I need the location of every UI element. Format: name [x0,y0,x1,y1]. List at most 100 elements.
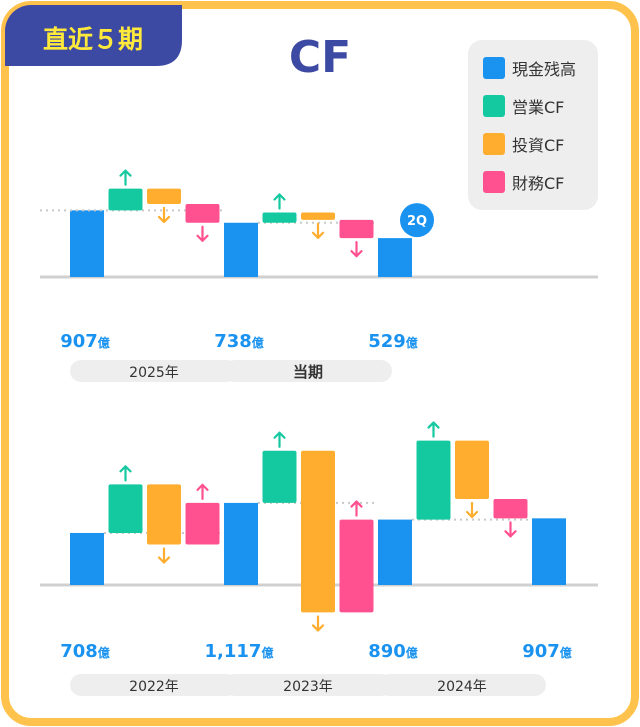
c1-period-pill-1 [224,360,392,382]
c2-cash-value-unit-1: 億 [261,645,273,660]
legend-swatch-operating [483,95,505,117]
c2-investing-down-arrow-0 [157,547,171,564]
c2-financing-bar-1 [339,519,374,613]
c2-financing-bar-2 [493,499,528,519]
c2-cash-value-label-1: 1,117億 [205,641,274,662]
c1-cash-value-number-2: 529 [368,331,406,352]
legend-swatch-cash [483,57,505,79]
c2-operating-up-arrow-0 [119,465,132,482]
c2-operating-up-arrow-1 [273,431,286,448]
legend-label-operating: 営業CF [512,98,564,117]
c1-investing-down-arrow-1-head [311,231,325,239]
c2-period-pill-1 [224,674,392,696]
c1-financing-down-arrow-1-head [350,250,363,258]
c1-cash-value-unit-1: 億 [252,335,264,350]
c1-financing-down-arrow-0 [196,225,209,242]
c2-financing-up-arrow-1-head [350,500,363,508]
c1-cash-value-label-1: 738億 [214,331,264,352]
c1-cash-bar-1 [224,222,258,277]
c2-operating-bar-2 [416,440,451,520]
c2-cash-value-label-3: 907億 [522,641,572,662]
chart-title: CF [289,32,351,83]
c2-period-label-0: 2022年 [129,679,179,695]
c1-cash-value-unit-0: 億 [98,335,110,350]
c1-operating-bar-0 [108,188,143,211]
c1-financing-down-arrow-0-head [196,234,209,242]
c1-operating-bar-1 [262,212,297,223]
c2-cash-value-unit-0: 億 [98,645,110,660]
c2-financing-down-arrow-2-head [504,530,517,538]
c1-2q-badge-label: 2Q [407,214,427,229]
c1-investing-bar-1 [301,212,335,220]
period-badge-label: 直近５期 [43,25,143,54]
c2-investing-down-arrow-0-head [157,556,171,564]
c2-operating-up-arrow-0-head [119,465,132,473]
c1-operating-up-arrow-1-head [273,193,286,201]
c2-period-pill-2 [378,674,546,696]
c2-period-pill-0 [70,674,238,696]
c1-operating-up-arrow-0-head [119,169,132,177]
c1-investing-down-arrow-0-head [157,215,171,224]
legend-label-financing: 財務CF [512,174,564,193]
c1-financing-down-arrow-1 [350,241,363,258]
c1-investing-down-arrow-1 [311,222,325,239]
c1-cash-bar-0 [70,210,104,277]
c1-period-label-1: 当期 [293,363,323,381]
c2-investing-bar-1 [301,450,335,613]
c2-cash-bar-3 [532,518,566,585]
c2-cash-bar-0 [70,532,104,585]
c2-financing-up-arrow-0-head [196,483,209,492]
c2-investing-down-arrow-1-head [311,624,325,632]
c2-cash-value-label-0: 708億 [60,641,110,662]
legend-label-cash: 現金残高 [512,60,576,79]
c1-operating-up-arrow-0 [119,169,132,186]
c1-2q-badge [400,203,434,238]
c1-investing-down-arrow-0 [157,206,171,224]
c1-period-pill-0 [70,360,238,382]
c1-cash-bar-2 [378,238,412,277]
c2-investing-bar-2 [455,440,489,500]
c1-operating-up-arrow-1 [273,193,286,210]
legend-label-investing: 投資CF [512,136,564,155]
legend: 現金残高 営業CF 投資CF 財務CF [468,40,598,210]
c1-financing-bar-1 [339,219,374,239]
c1-financing-bar-0 [185,203,220,223]
c1-cash-value-unit-2: 億 [406,335,418,350]
c2-cash-bar-2 [378,519,412,585]
c2-financing-down-arrow-2 [504,521,517,538]
c2-investing-down-arrow-2 [465,501,479,519]
c2-investing-down-arrow-2-head [465,510,479,519]
c1-cash-value-number-1: 738 [214,331,252,352]
c2-cash-value-number-1: 1,117 [205,641,262,662]
c1-period-label-0: 2025年 [129,365,179,381]
legend-swatch-investing [483,133,505,155]
c1-investing-bar-0 [147,188,181,204]
c1-cash-value-label-2: 529億 [368,331,418,352]
c2-investing-down-arrow-1 [311,615,325,632]
c2-financing-up-arrow-1 [350,500,363,517]
c2-operating-bar-1 [262,450,297,503]
c2-cash-bar-1 [224,502,258,585]
c2-financing-bar-0 [185,502,220,545]
c2-investing-bar-0 [147,484,181,545]
c2-period-label-2: 2024年 [437,679,487,695]
c2-cash-value-unit-2: 億 [406,645,418,660]
legend-swatch-financing [483,171,505,193]
c2-cash-value-unit-3: 億 [560,645,572,660]
period-badge [5,5,182,66]
c2-cash-value-number-0: 708 [60,641,98,662]
c2-period-label-1: 2023年 [283,679,333,695]
c1-cash-value-label-0: 907億 [60,331,110,352]
c2-cash-value-number-2: 890 [368,641,406,662]
c2-operating-up-arrow-1-head [273,431,286,439]
legend-box [468,40,598,210]
c2-operating-up-arrow-2-head [427,421,440,429]
c1-cash-value-number-0: 907 [60,331,98,352]
c2-operating-up-arrow-2 [427,421,440,438]
c2-cash-value-label-2: 890億 [368,641,418,662]
c2-financing-up-arrow-0 [196,483,209,501]
c2-operating-bar-0 [108,484,143,533]
